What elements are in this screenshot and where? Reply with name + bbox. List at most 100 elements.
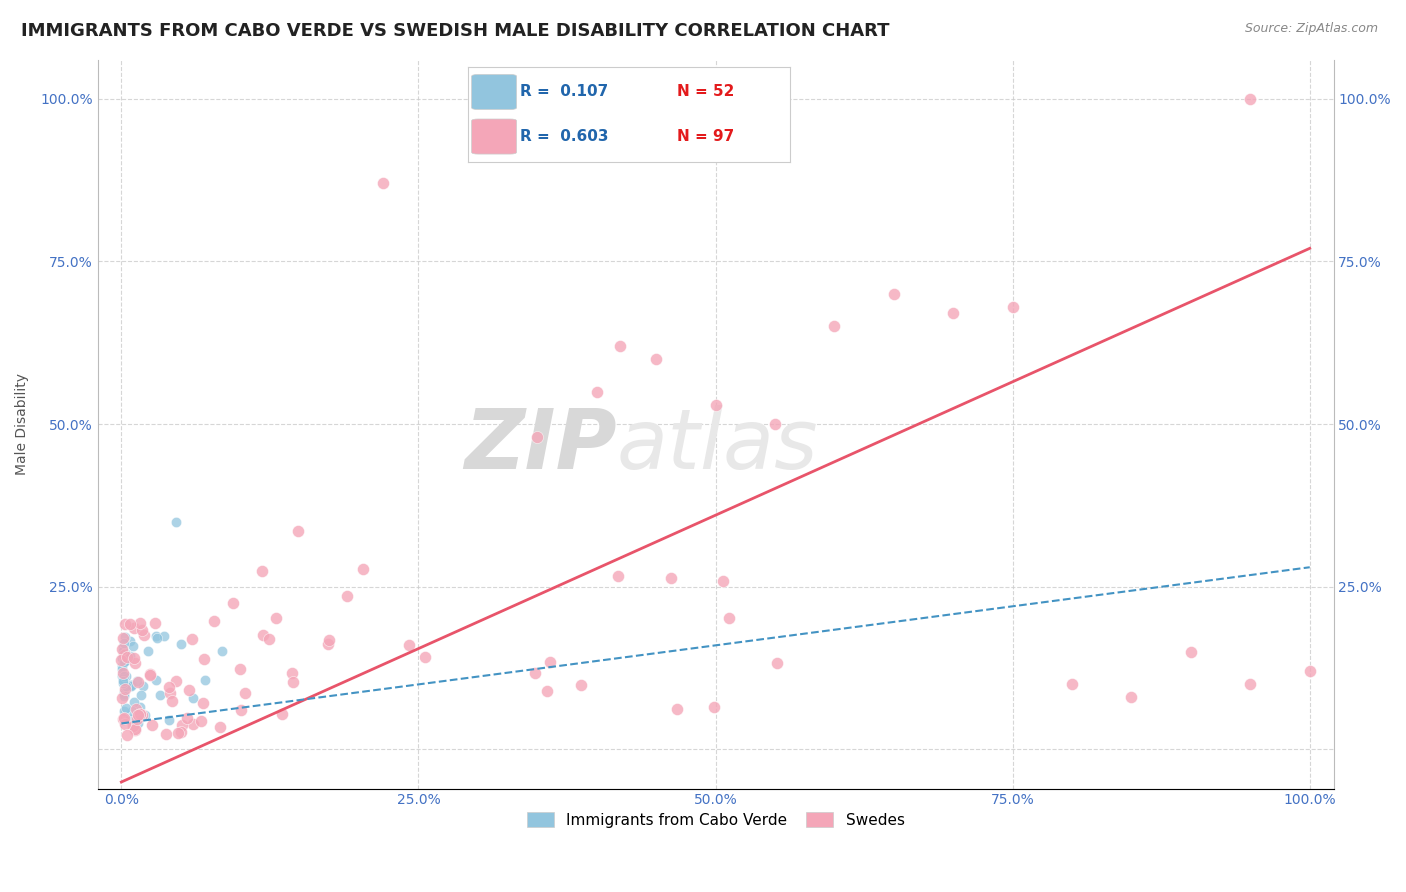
Point	[112, 712, 135, 726]
Point	[115, 728, 138, 742]
Point	[112, 687, 135, 701]
Point	[281, 665, 304, 680]
Point	[717, 611, 740, 625]
Point	[115, 679, 138, 693]
Point	[609, 339, 631, 353]
Legend: Immigrants from Cabo Verde, Swedes: Immigrants from Cabo Verde, Swedes	[519, 805, 912, 836]
Point	[139, 667, 162, 681]
Point	[148, 688, 170, 702]
Point	[526, 430, 548, 444]
Point	[131, 623, 153, 637]
Point	[112, 640, 135, 654]
Point	[111, 672, 134, 686]
Point	[172, 718, 194, 732]
Point	[155, 727, 177, 741]
Point	[112, 685, 135, 699]
Point	[111, 651, 134, 665]
Point	[536, 684, 558, 698]
Point	[121, 678, 143, 692]
Point	[112, 704, 135, 718]
Point	[1180, 645, 1202, 659]
Point	[371, 176, 394, 190]
Point	[252, 628, 274, 642]
Point	[129, 688, 152, 702]
Point	[136, 643, 159, 657]
Point	[111, 644, 134, 658]
Point	[129, 616, 152, 631]
Point	[666, 702, 689, 716]
Point	[193, 673, 215, 687]
Point	[270, 706, 292, 721]
Point	[165, 674, 187, 689]
Point	[120, 677, 142, 691]
Point	[127, 716, 149, 731]
Point	[114, 617, 136, 632]
Point	[120, 679, 142, 693]
Point	[141, 718, 163, 732]
Point	[229, 703, 252, 717]
Point	[585, 384, 607, 399]
Point	[766, 656, 789, 670]
Point	[704, 398, 727, 412]
Point	[115, 653, 138, 667]
Point	[167, 726, 190, 740]
Point	[179, 683, 201, 698]
Point	[1239, 677, 1261, 691]
Point	[114, 681, 136, 696]
Point	[287, 524, 309, 539]
Point	[145, 673, 167, 688]
Point	[111, 690, 134, 705]
Text: ZIP: ZIP	[464, 406, 617, 486]
Point	[1299, 665, 1322, 679]
Point	[114, 669, 136, 683]
Point	[111, 663, 134, 677]
Point	[114, 646, 136, 660]
Point	[120, 648, 142, 663]
Point	[711, 574, 734, 589]
Text: Source: ZipAtlas.com: Source: ZipAtlas.com	[1244, 22, 1378, 36]
Point	[942, 306, 965, 320]
Point	[124, 650, 146, 665]
Point	[703, 699, 725, 714]
Point	[111, 666, 134, 681]
Point	[208, 720, 231, 734]
Point	[176, 711, 198, 725]
Point	[114, 646, 136, 660]
Point	[128, 700, 150, 714]
Point	[132, 628, 155, 642]
Point	[538, 655, 561, 669]
Point	[211, 644, 233, 658]
Point	[165, 515, 187, 529]
Point	[121, 639, 143, 653]
Point	[131, 708, 153, 723]
Point	[191, 696, 214, 710]
Point	[1060, 677, 1083, 691]
Point	[190, 714, 212, 729]
Point	[569, 678, 592, 692]
Point	[145, 629, 167, 643]
Y-axis label: Male Disability: Male Disability	[15, 373, 30, 475]
Point	[139, 668, 162, 682]
Point	[112, 674, 135, 689]
Point	[110, 653, 132, 667]
Point	[763, 417, 786, 431]
Point	[1121, 690, 1143, 705]
Point	[124, 695, 146, 709]
Text: atlas: atlas	[617, 406, 818, 486]
Point	[124, 656, 146, 670]
Point	[122, 622, 145, 636]
Point	[120, 616, 142, 631]
Point	[160, 694, 183, 708]
Point	[114, 654, 136, 668]
Point	[222, 596, 245, 610]
Point	[122, 719, 145, 733]
Point	[659, 571, 682, 585]
Point	[318, 632, 340, 647]
Point	[413, 650, 436, 665]
Point	[112, 669, 135, 683]
Point	[181, 691, 204, 706]
Text: IMMIGRANTS FROM CABO VERDE VS SWEDISH MALE DISABILITY CORRELATION CHART: IMMIGRANTS FROM CABO VERDE VS SWEDISH MA…	[21, 22, 890, 40]
Point	[111, 658, 134, 673]
Point	[127, 675, 149, 690]
Point	[202, 614, 225, 628]
